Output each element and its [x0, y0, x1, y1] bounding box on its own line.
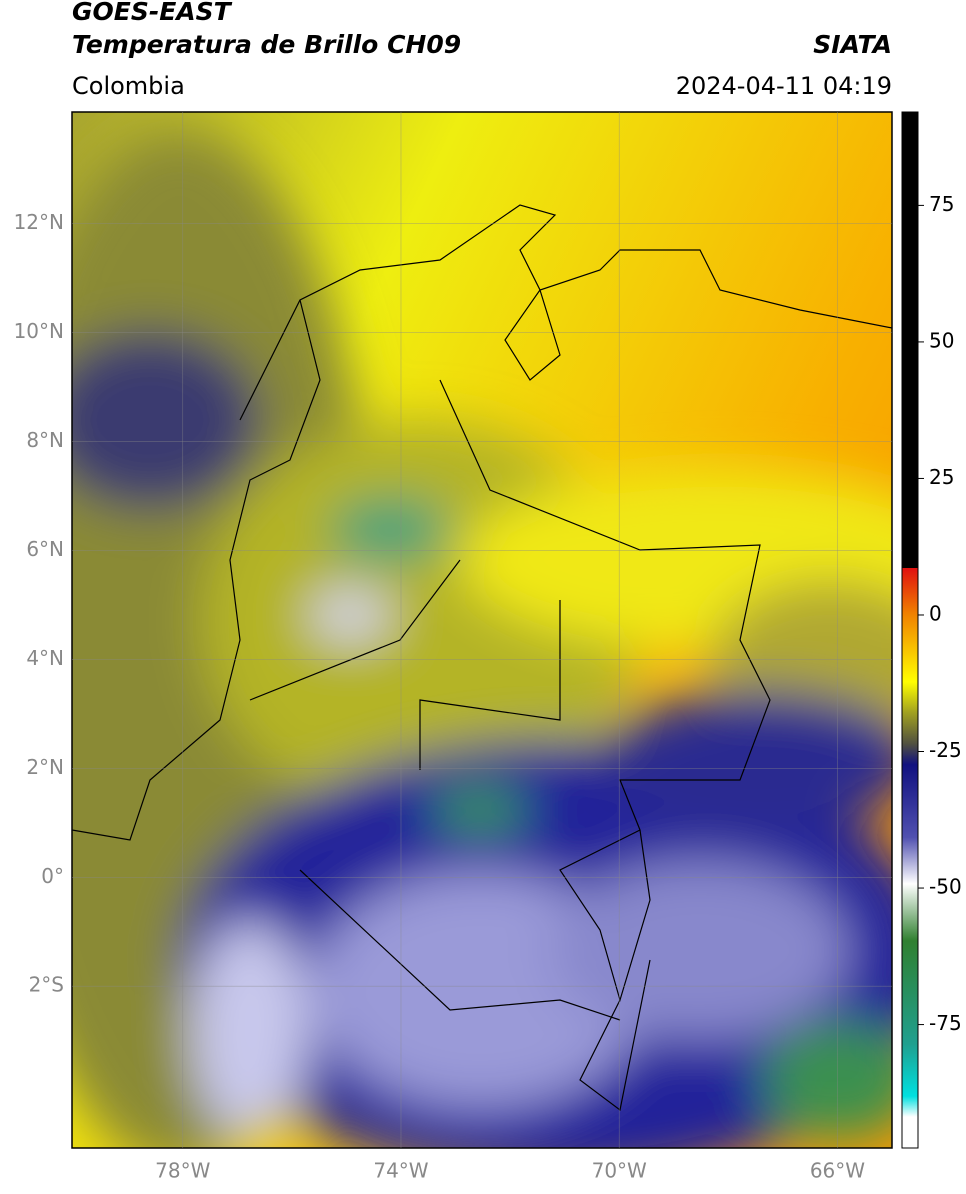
lat-tick-label: 12°N	[14, 210, 64, 234]
title: GOES-EAST	[72, 0, 233, 26]
colorbar-tick-label: 0	[929, 601, 942, 625]
boundaries	[72, 204, 892, 1112]
lat-tick-label: 10°N	[14, 319, 64, 343]
map-frame	[71, 111, 893, 1149]
datetime: 2024-04-11 04:19	[676, 72, 892, 100]
lon-tick-label: 74°W	[373, 1159, 428, 1183]
lat-tick-label: 4°N	[26, 646, 64, 670]
lat-tick-label: 2°N	[26, 755, 64, 779]
lat-tick-label: 2°S	[29, 973, 64, 997]
subtitle: Temperatura de Brillo CH09	[72, 30, 461, 59]
region: Colombia	[72, 72, 185, 100]
colorbar-tick-label: 50	[929, 328, 954, 352]
source: SIATA	[813, 30, 892, 59]
colorbar-tick-label: -25	[929, 738, 962, 762]
colorbar-tick-label: 75	[929, 192, 954, 216]
colorbar-tick-label: 25	[929, 465, 954, 489]
lat-tick-label: 8°N	[26, 428, 64, 452]
colorbar-tick-label: -50	[929, 875, 962, 899]
colorbar-tick-label: -75	[929, 1011, 962, 1035]
lon-tick-label: 66°W	[810, 1159, 865, 1183]
satellite-image	[72, 112, 892, 1148]
lat-tick-label: 0°	[41, 864, 64, 888]
lon-tick-label: 78°W	[155, 1159, 210, 1183]
colorbar	[901, 111, 919, 1149]
lat-tick-label: 6°N	[26, 537, 64, 561]
lon-tick-label: 70°W	[592, 1159, 647, 1183]
